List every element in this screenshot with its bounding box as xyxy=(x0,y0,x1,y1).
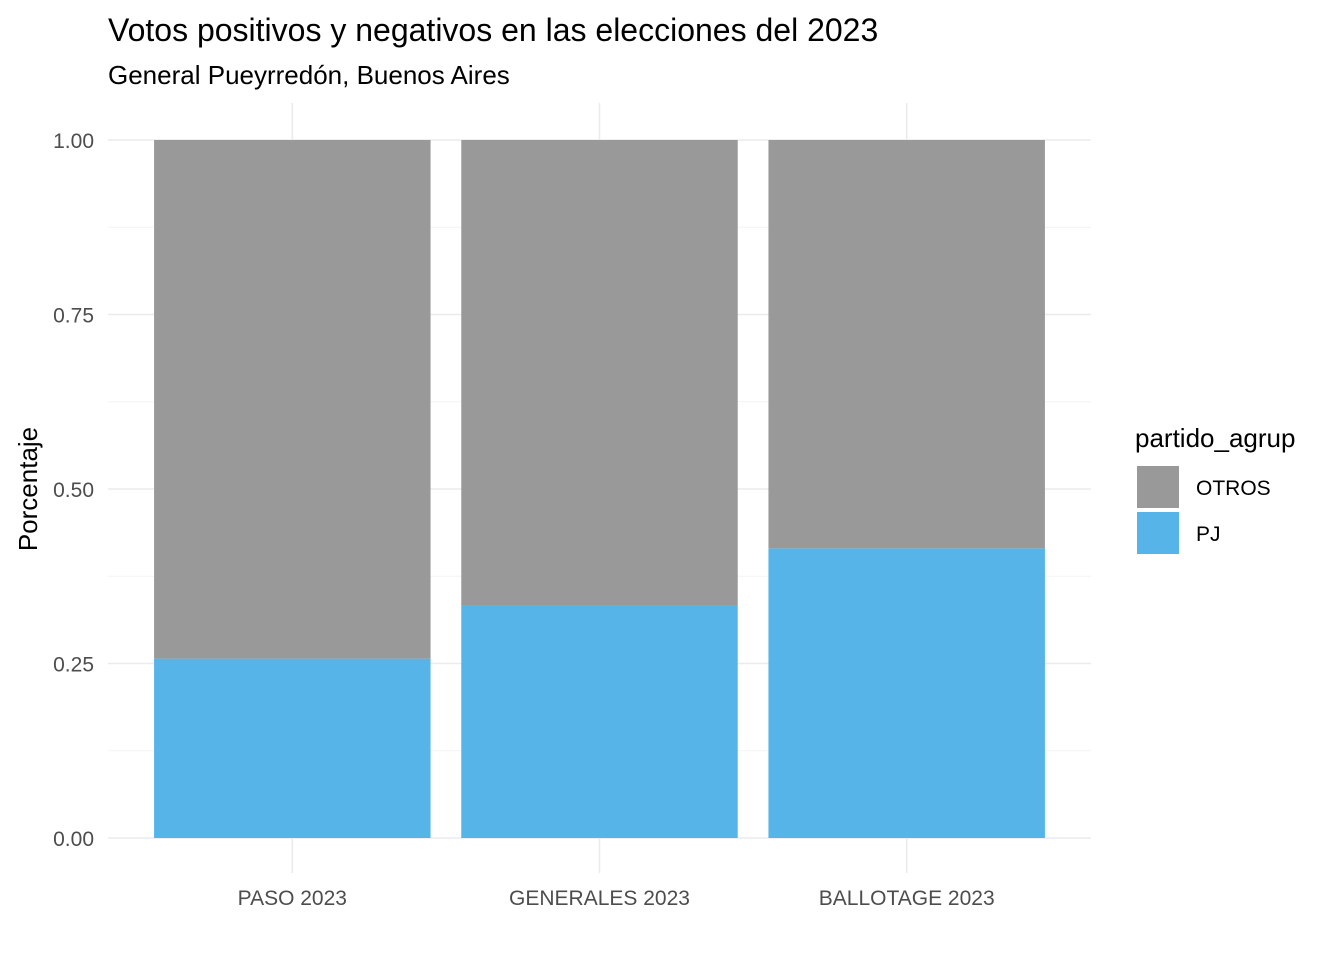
y-tick-label: 0.25 xyxy=(53,654,94,677)
chart-subtitle: General Pueyrredón, Buenos Aires xyxy=(108,60,510,90)
bar-otros-1 xyxy=(154,140,431,659)
chart-title: Votos positivos y negativos en las elecc… xyxy=(108,12,878,48)
bar-pj-3 xyxy=(768,548,1045,838)
legend-title: partido_agrup xyxy=(1135,423,1295,453)
legend-swatch-pj xyxy=(1137,512,1179,554)
y-tick-label: 0.50 xyxy=(53,479,94,502)
y-tick-label: 1.00 xyxy=(53,130,94,153)
bars xyxy=(154,140,1045,838)
y-tick-label: 0.75 xyxy=(53,305,94,328)
bar-otros-2 xyxy=(461,140,738,606)
bar-otros-3 xyxy=(768,140,1045,549)
bar-pj-2 xyxy=(461,605,738,838)
legend-label-otros: OTROS xyxy=(1196,477,1271,500)
y-axis-title: Porcentaje xyxy=(13,427,43,551)
legend-label-pj: PJ xyxy=(1196,523,1221,546)
legend-swatch-otros xyxy=(1137,466,1179,508)
bar-pj-1 xyxy=(154,658,431,838)
legend: partido_agrup OTROS PJ xyxy=(1135,423,1295,554)
x-tick-label: PASO 2023 xyxy=(238,887,347,910)
x-tick-label: GENERALES 2023 xyxy=(509,887,690,910)
y-tick-label: 0.00 xyxy=(53,828,94,851)
x-axis-ticks: PASO 2023 GENERALES 2023 BALLOTAGE 2023 xyxy=(238,887,995,910)
y-axis-ticks: 0.00 0.25 0.50 0.75 1.00 xyxy=(53,130,94,851)
x-tick-label: BALLOTAGE 2023 xyxy=(819,887,995,910)
